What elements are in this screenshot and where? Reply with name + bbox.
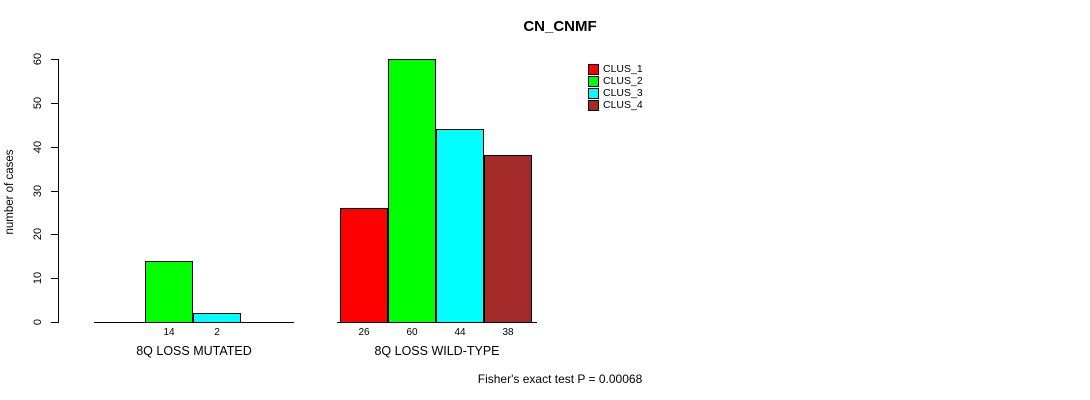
y-tick-label: 60 [32,52,44,66]
y-axis-tick [51,322,58,323]
bar-value-label: 44 [454,327,466,338]
bar-clus_2-1 [145,261,193,323]
y-tick-label: 10 [32,271,44,285]
bar-value-label: 60 [406,327,418,338]
group-label: 8Q LOSS WILD-TYPE [374,344,500,358]
y-axis-tick [51,234,58,235]
legend-label-clus_3: CLUS_3 [603,87,643,99]
y-tick-label: 20 [32,227,44,241]
bar-clus_4-2 [484,155,532,323]
y-tick-label: 50 [32,96,44,110]
y-axis-line [58,59,59,323]
bar-value-label: 38 [502,327,514,338]
y-tick-label: 30 [32,184,44,198]
fisher-test-caption: Fisher's exact test P = 0.00068 [477,372,643,386]
bar-value-label: 2 [214,327,220,338]
group-label: 8Q LOSS MUTATED [136,344,252,358]
legend-swatch-clus_2 [588,76,599,87]
bar-clus_1-2 [340,208,388,323]
y-tick-label: 0 [32,318,44,326]
legend-label-clus_2: CLUS_2 [603,75,643,87]
legend-label-clus_1: CLUS_1 [603,63,643,75]
chart-title: CN_CNMF [523,18,597,35]
y-axis-label: number of cases [4,149,16,235]
legend-swatch-clus_1 [588,64,599,75]
y-axis-tick [51,59,58,60]
bar-clus_2-2 [388,59,436,323]
bar-clus_3-1 [193,313,241,323]
legend-swatch-clus_3 [588,88,599,99]
legend-label-clus_4: CLUS_4 [603,99,643,111]
bar-value-label: 14 [163,327,175,338]
bar-value-label: 26 [358,327,370,338]
bar-clus_3-2 [436,129,484,323]
y-axis-tick [51,278,58,279]
y-tick-label: 40 [32,140,44,154]
y-axis-tick [51,191,58,192]
y-axis-tick [51,147,58,148]
legend-swatch-clus_4 [588,100,599,111]
y-axis-tick [51,103,58,104]
